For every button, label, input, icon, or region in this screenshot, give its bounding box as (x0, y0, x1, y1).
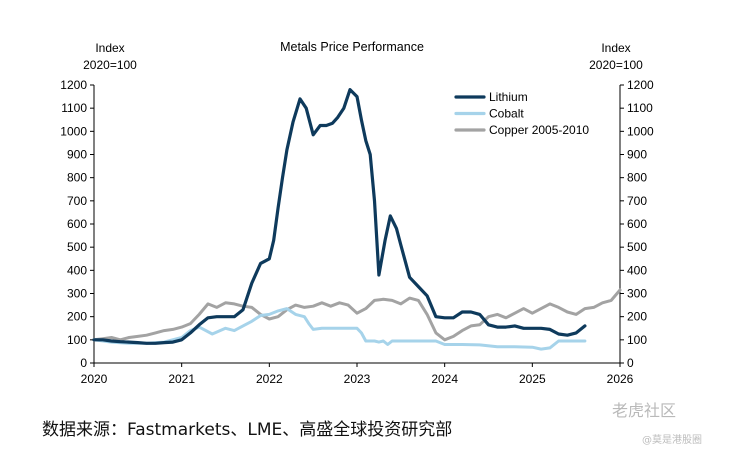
y-tick-label-right: 1100 (627, 101, 653, 115)
x-tick-label: 2023 (344, 372, 371, 386)
series-line-lithium (92, 87, 587, 345)
x-tick-label: 2026 (607, 372, 634, 386)
y-tick-label-left: 200 (67, 310, 87, 324)
y-tick-label-left: 900 (67, 148, 87, 162)
y-ticks-right: 0 100 200 300 400 500 600 700 800 900 1000 1100 1200 (620, 78, 654, 370)
y-tick-label-right: 0 (627, 356, 634, 370)
y-tick-label-left: 1000 (60, 124, 87, 138)
y-tick-label-right: 200 (627, 310, 647, 324)
x-tick-label: 2021 (168, 372, 195, 386)
y-tick-label-right: 700 (627, 194, 647, 208)
y-tick-label-right: 1200 (627, 78, 654, 92)
legend-label-copper: Copper 2005-2010 (489, 123, 589, 137)
watermark-main: 老虎社区 (612, 401, 677, 420)
x-tick-label: 2022 (256, 372, 283, 386)
x-tick-label: 2020 (81, 372, 108, 386)
y-tick-label-right: 900 (627, 148, 647, 162)
y-tick-label-left: 300 (67, 287, 87, 301)
y-ticks-left: 0 100 200 300 400 500 600 700 800 900 1000 1100 1200 (60, 78, 94, 370)
chart-title: Metals Price Performance (280, 40, 424, 54)
legend: Lithium Cobalt Copper 2005-2010 (454, 90, 589, 137)
x-tick-label: 2024 (431, 372, 458, 386)
watermark-sub: @莫是港股圈 (642, 435, 702, 446)
y-tick-label-left: 100 (67, 333, 87, 347)
y-tick-label-right: 600 (627, 217, 647, 231)
y-tick-label-right: 1000 (627, 124, 654, 138)
y-tick-label-left: 500 (67, 240, 87, 254)
y-tick-label-right: 400 (627, 263, 647, 277)
left-axis-label-line1: Index (95, 41, 124, 55)
series-lines (92, 87, 622, 351)
left-axis-label-line2: 2020=100 (83, 58, 137, 72)
y-tick-label-left: 400 (67, 263, 87, 277)
y-tick-label-left: 600 (67, 217, 87, 231)
right-axis-label-line2: 2020=100 (589, 58, 643, 72)
series-line-copper (92, 288, 622, 342)
legend-label-cobalt: Cobalt (489, 107, 524, 121)
y-tick-label-right: 500 (627, 240, 647, 254)
right-axis-label-line1: Index (601, 41, 630, 55)
y-tick-label-right: 300 (627, 287, 647, 301)
y-tick-label-right: 800 (627, 171, 647, 185)
source-note: 数据来源：Fastmarkets、LME、高盛全球投资研究部 (42, 420, 453, 440)
series-line-cobalt (92, 307, 587, 351)
y-tick-label-left: 0 (80, 356, 87, 370)
x-tick-label: 2025 (519, 372, 546, 386)
y-tick-label-left: 800 (67, 171, 87, 185)
x-ticks: 2020 2021 2022 2023 2024 2025 2026 (81, 363, 634, 386)
y-tick-label-left: 1100 (61, 101, 87, 115)
legend-label-lithium: Lithium (489, 90, 528, 104)
y-tick-label-left: 1200 (60, 78, 87, 92)
y-tick-label-left: 700 (67, 194, 87, 208)
y-tick-label-right: 100 (627, 333, 647, 347)
